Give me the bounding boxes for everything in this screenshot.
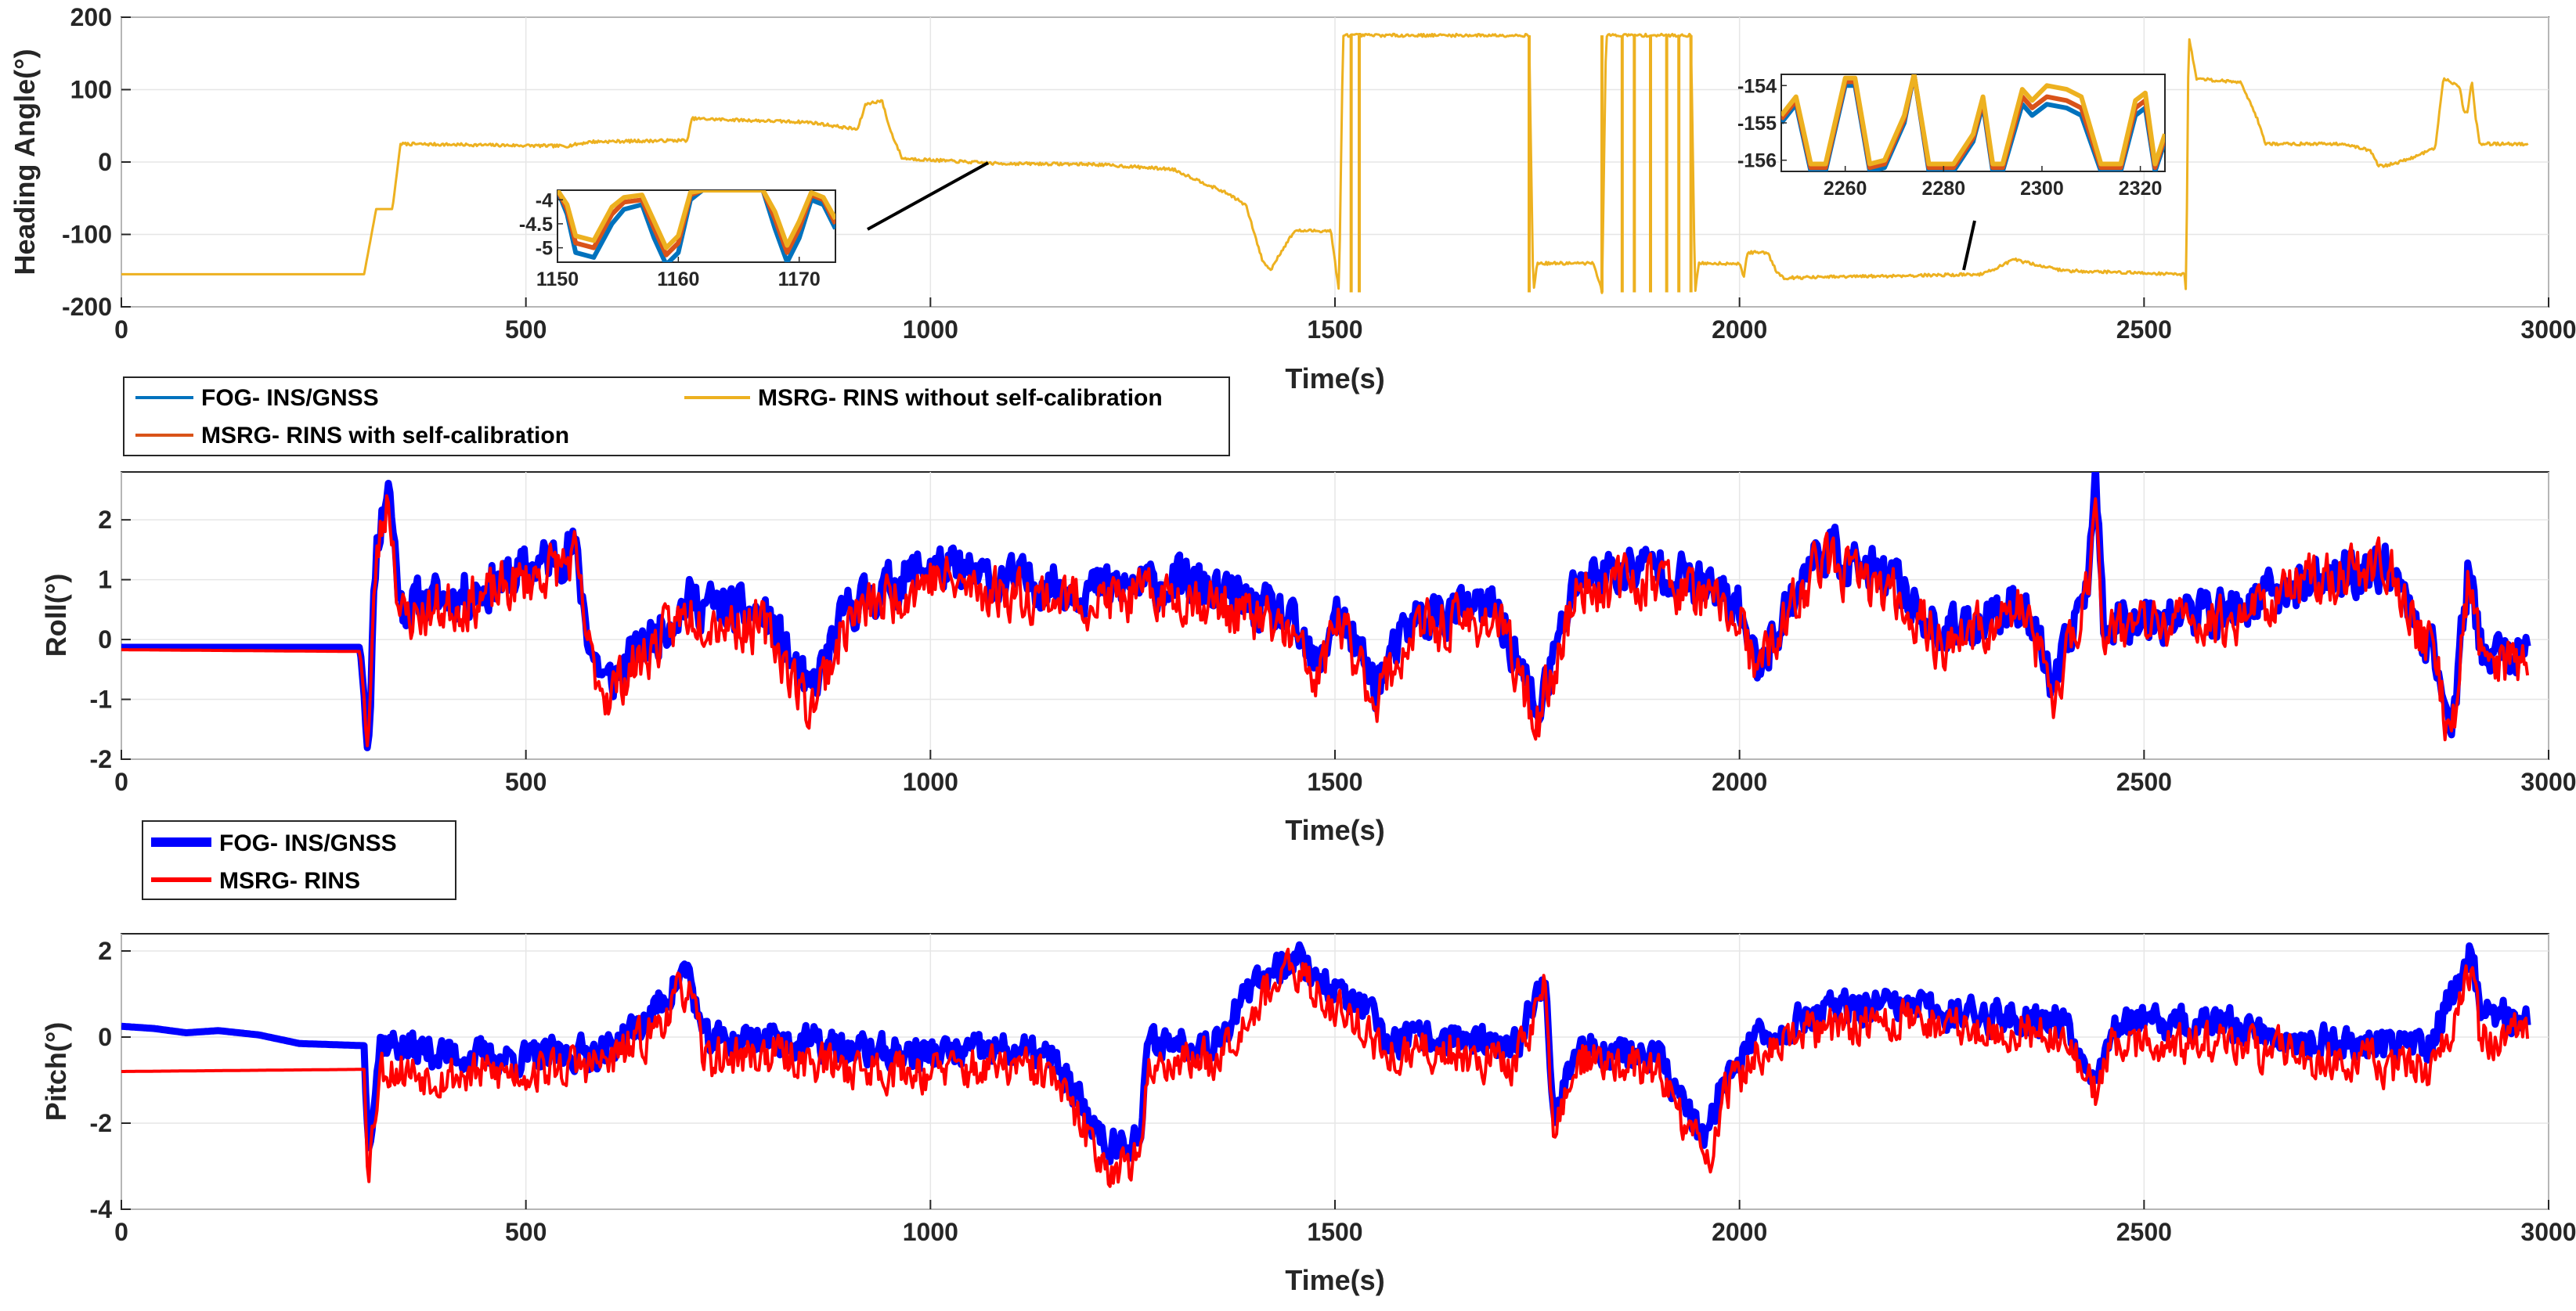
pitch-xtick-label: 1000 bbox=[903, 1218, 958, 1246]
roll-xtick-label: 0 bbox=[114, 768, 128, 796]
pitch-ylabel: Pitch(°) bbox=[40, 1022, 72, 1121]
roll-xtick-label: 1500 bbox=[1307, 768, 1362, 796]
roll-line-msrg bbox=[121, 494, 2530, 747]
heading-ytick-label: 0 bbox=[98, 148, 112, 176]
heading-inset-1: 1150 1160 1170 -4 -4.5-5 bbox=[519, 161, 989, 290]
heading-xtick-label: 1500 bbox=[1307, 315, 1362, 344]
roll-ytick-label: -1 bbox=[90, 686, 112, 714]
heading-ytick-label: -100 bbox=[62, 221, 112, 249]
inset-1-ytick-label: -4 bbox=[536, 189, 553, 211]
heading-xtick-label: 0 bbox=[114, 315, 128, 344]
pitch-xtick-label: 1500 bbox=[1307, 1218, 1362, 1246]
legend-entry-msrg-cal: MSRG- RINS with self-calibration bbox=[135, 423, 569, 448]
pitch-xtick-label: 3000 bbox=[2520, 1218, 2576, 1246]
pitch-series bbox=[121, 941, 2531, 1188]
roll-legend: FOG- INS/GNSS MSRG- RINS bbox=[142, 820, 456, 900]
heading-ticks: 0 500 1000 1500 2000 2500 3000 -200 -100 0 100 200 bbox=[62, 3, 2576, 344]
pitch-xtick-label: 500 bbox=[505, 1218, 547, 1246]
legend-entry-fog-thick: FOG- INS/GNSS bbox=[151, 830, 397, 856]
heading-xtick-label: 500 bbox=[505, 315, 547, 344]
legend-entry-msrg-nocal: MSRG- RINS without self-calibration bbox=[684, 385, 1163, 411]
heading-xlabel: Time(s) bbox=[1285, 362, 1384, 394]
legend-label-msrg-thick: MSRG- RINS bbox=[219, 868, 360, 894]
legend-entry-msrg-thick: MSRG- RINS bbox=[151, 868, 360, 894]
inset-2-ytick-label: -155 bbox=[1737, 113, 1777, 135]
inset-1-xtick-label: 1150 bbox=[536, 268, 579, 290]
legend-label-fog-thick: FOG- INS/GNSS bbox=[219, 830, 397, 856]
inset-2-xtick-label: 2320 bbox=[2119, 178, 2163, 200]
inset-2-xtick-label: 2280 bbox=[1921, 178, 1965, 200]
pitch-xtick-label: 2500 bbox=[2116, 1218, 2172, 1246]
inset-2-ticks: 2260 2280 2300 2320 -154 -155 -156 bbox=[1737, 75, 2162, 200]
inset-1-line-2 bbox=[557, 190, 835, 250]
roll-xtick-label: 2000 bbox=[1712, 768, 1767, 796]
inset-1-series bbox=[557, 190, 835, 262]
inset-2-xtick-label: 2300 bbox=[2020, 178, 2064, 200]
pitch-xtick-label: 0 bbox=[114, 1218, 128, 1246]
roll-ylabel: Roll(°) bbox=[40, 574, 72, 657]
roll-xtick-label: 3000 bbox=[2520, 768, 2576, 796]
roll-xtick-label: 1000 bbox=[903, 768, 958, 796]
pitch-ytick-label: -2 bbox=[90, 1109, 112, 1137]
roll-series bbox=[121, 472, 2531, 751]
inset-1-xtick-label: 1160 bbox=[657, 268, 699, 290]
roll-xtick-label: 500 bbox=[505, 768, 547, 796]
heading-xtick-label: 1000 bbox=[903, 315, 958, 344]
heading-legend-box bbox=[123, 376, 1230, 456]
pitch-line-msrg bbox=[121, 947, 2530, 1188]
inset-1-ytick-label: -4.5 bbox=[519, 214, 553, 236]
heading-inset-2: 2260 2280 2300 2320 -154 -155 -156 bbox=[1737, 74, 2166, 271]
inset-2-ytick-label: -154 bbox=[1737, 75, 1777, 97]
heading-ytick-label: -200 bbox=[62, 293, 112, 321]
heading-xtick-label: 3000 bbox=[2520, 315, 2576, 344]
inset-2-xtick-label: 2260 bbox=[1824, 178, 1867, 200]
roll-ticks: 0 500 1000 1500 2000 2500 3000 -2 -1 0 1 2 bbox=[90, 506, 2576, 796]
pitch-ytick-label: 0 bbox=[98, 1023, 112, 1051]
legend-label-msrg-nocal: MSRG- RINS without self-calibration bbox=[758, 385, 1163, 411]
heading-panel: 0 500 1000 1500 2000 2500 3000-200-1000100200 … bbox=[9, 3, 2576, 394]
pitch-panel: 0 500 1000 1500 2000 2500 3000-4-202 Pitch(°) … bbox=[40, 933, 2576, 1296]
roll-xlabel: Time(s) bbox=[1285, 814, 1384, 846]
inset-1-xtick-label: 1170 bbox=[778, 268, 821, 290]
inset-1-line-0 bbox=[557, 190, 835, 262]
pitch-xtick-label: 2000 bbox=[1712, 1218, 1767, 1246]
inset-2-line-2 bbox=[1781, 74, 2165, 167]
pitch-ticks: 0 500 1000 1500 2000 2500 3000 -4 -2 0 2 bbox=[90, 937, 2576, 1246]
pitch-line-fog bbox=[121, 941, 2531, 1165]
inset-1-pointer bbox=[867, 161, 989, 231]
roll-legend-box bbox=[142, 820, 456, 900]
inset-2-ytick-label: -156 bbox=[1737, 150, 1777, 172]
roll-ytick-label: -2 bbox=[90, 745, 112, 773]
heading-ylabel: Heading Angle(°) bbox=[9, 49, 41, 275]
roll-ytick-label: 1 bbox=[98, 566, 112, 594]
legend-label-fog: FOG- INS/GNSS bbox=[201, 385, 379, 411]
roll-ytick-label: 2 bbox=[98, 506, 112, 534]
heading-ytick-label: 100 bbox=[70, 76, 112, 104]
heading-legend: FOG- INS/GNSS MSRG- RINS with self-calib… bbox=[123, 376, 1230, 456]
pitch-xlabel: Time(s) bbox=[1285, 1264, 1384, 1296]
legend-label-msrg-cal: MSRG- RINS with self-calibration bbox=[201, 423, 569, 448]
heading-xtick-label: 2500 bbox=[2116, 315, 2172, 344]
roll-xtick-label: 2500 bbox=[2116, 768, 2172, 796]
heading-line-msrg-nocal bbox=[121, 32, 2529, 294]
legend-entry-fog: FOG- INS/GNSS bbox=[135, 385, 379, 411]
inset-1-ytick-label: -5 bbox=[536, 238, 553, 260]
heading-xtick-label: 2000 bbox=[1712, 315, 1767, 344]
heading-series bbox=[121, 32, 2529, 294]
heading-ytick-label: 200 bbox=[70, 3, 112, 31]
inset-1-ticks: 1150 1160 1170 -4 -4.5-5 bbox=[519, 189, 821, 290]
inset-2-series bbox=[1781, 74, 2165, 171]
inset-1-line-1 bbox=[557, 190, 835, 258]
pitch-ytick-label: 2 bbox=[98, 937, 112, 965]
pitch-ytick-label: -4 bbox=[90, 1195, 113, 1223]
heading-grid bbox=[121, 16, 2549, 308]
roll-ytick-label: 0 bbox=[98, 625, 112, 654]
inset-2-pointer bbox=[1962, 220, 1976, 271]
